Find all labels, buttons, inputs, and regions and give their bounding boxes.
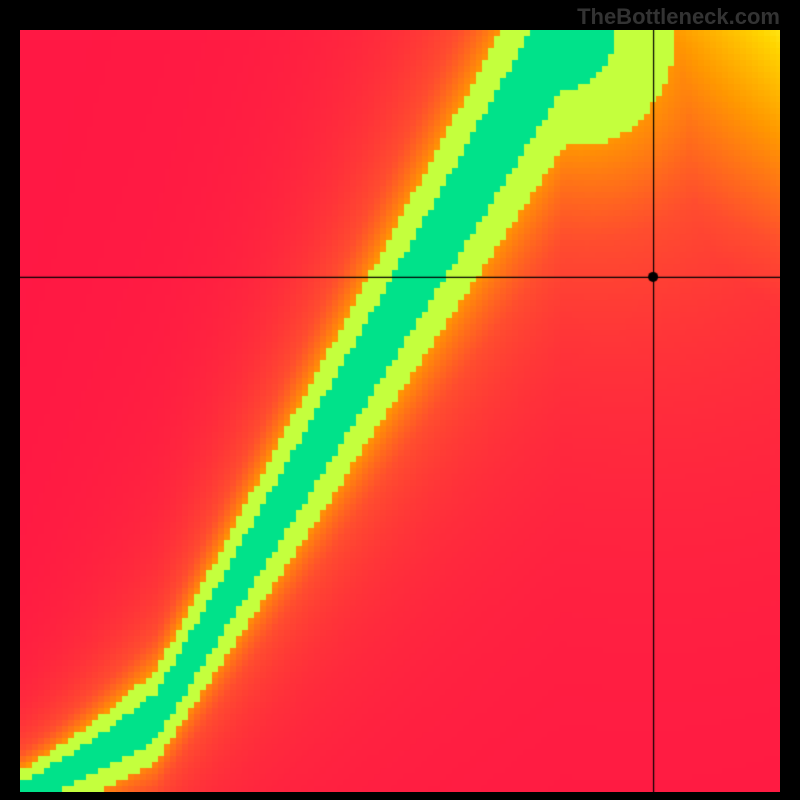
- bottleneck-heatmap: [20, 30, 780, 792]
- chart-container: { "watermark": { "text": "TheBottleneck.…: [0, 0, 800, 800]
- watermark-text: TheBottleneck.com: [577, 4, 780, 30]
